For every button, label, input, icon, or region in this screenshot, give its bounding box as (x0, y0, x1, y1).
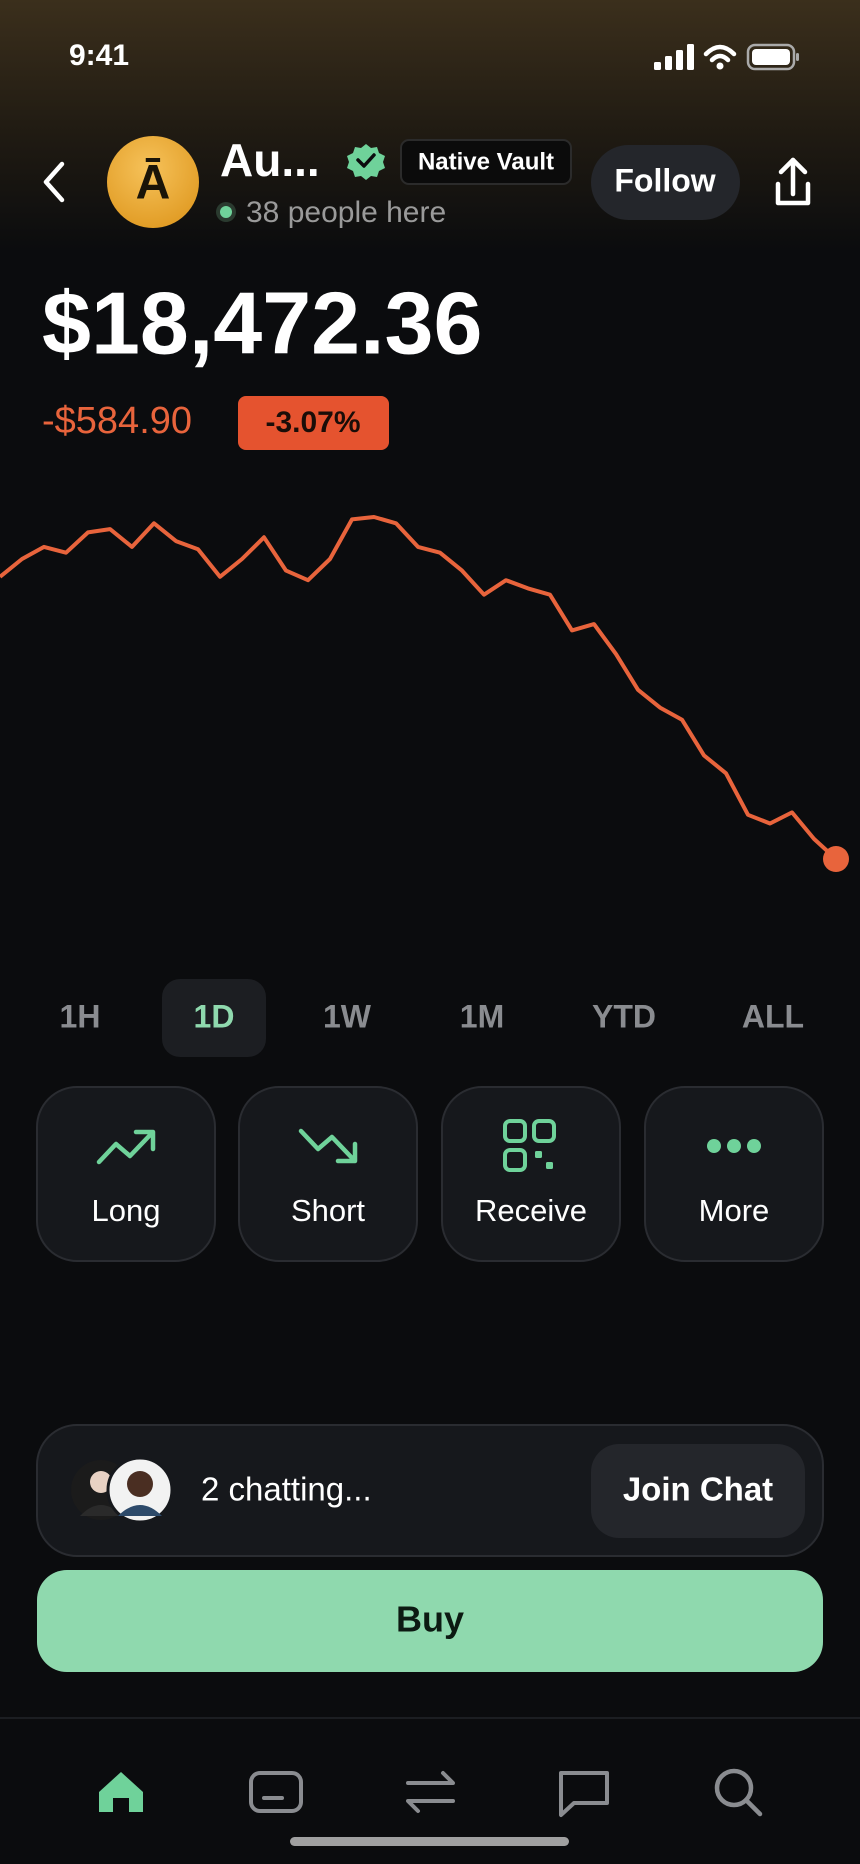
timeframe-option[interactable]: 1D (194, 998, 235, 1034)
back-button[interactable] (43, 161, 65, 203)
presence-text: 38 people here (246, 196, 446, 229)
more-icon-dot (707, 1139, 721, 1153)
price-value: $18,472.36 (42, 273, 482, 372)
action-button-bg (644, 1086, 824, 1262)
long-icon (96, 1129, 156, 1165)
timeframe-selector: 1H 1D 1W 1M YTD ALL (60, 979, 804, 1057)
share-button[interactable] (775, 157, 811, 206)
action-buttons: Long Short Receive More (36, 1086, 824, 1262)
wifi-icon (703, 44, 737, 63)
price-chart (0, 515, 849, 872)
follow-label: Follow (614, 162, 715, 198)
action-button[interactable]: Receive (441, 1086, 621, 1262)
token-name: Au... (220, 134, 320, 186)
action-button[interactable]: Long (36, 1086, 216, 1262)
action-label: Short (291, 1193, 365, 1228)
home-indicator (290, 1837, 569, 1846)
signal-icon (654, 44, 694, 70)
wifi-dot (716, 62, 724, 70)
price-change: -$584.90 (42, 400, 192, 442)
action-button[interactable]: Short (238, 1086, 418, 1262)
action-button[interactable]: More (644, 1086, 824, 1262)
timeframe-option[interactable]: YTD (592, 998, 656, 1034)
receive-icon-square (532, 1119, 556, 1143)
buy-label: Buy (396, 1599, 464, 1640)
badge-text: Native Vault (418, 148, 554, 175)
price-line (0, 515, 838, 861)
timeframe-option[interactable]: 1W (323, 998, 372, 1034)
timeframe-option[interactable]: ALL (742, 998, 804, 1034)
tab-home[interactable] (99, 1772, 143, 1812)
timeframe-option[interactable]: 1H (60, 998, 101, 1034)
more-icon-dot (727, 1139, 741, 1153)
tab-chat[interactable] (559, 1771, 609, 1817)
last-price-dot (823, 846, 849, 872)
buy-button[interactable] (37, 1570, 823, 1672)
action-label: More (699, 1193, 770, 1228)
tab-cards[interactable] (249, 1771, 303, 1813)
token-avatar (107, 136, 199, 228)
battery-tip (796, 53, 799, 61)
change-percent: -3.07% (265, 406, 360, 439)
short-icon (298, 1128, 358, 1164)
follow-button[interactable] (591, 145, 740, 220)
verified-badge (347, 144, 385, 180)
join-chat-button[interactable] (591, 1444, 805, 1538)
action-label: Long (92, 1193, 161, 1228)
receive-icon-square (503, 1148, 527, 1172)
action-button-bg (441, 1086, 621, 1262)
chat-avatar-2 (106, 1456, 174, 1524)
change-pill (238, 396, 389, 450)
tab-swap[interactable] (406, 1771, 455, 1813)
join-chat-label: Join Chat (623, 1471, 773, 1508)
action-label: Receive (475, 1193, 587, 1228)
presence-dot (220, 206, 232, 218)
more-icon-dot (747, 1139, 761, 1153)
action-button-bg (238, 1086, 418, 1262)
receive-icon-dot (535, 1151, 542, 1158)
chat-status: 2 chatting... (201, 1471, 372, 1508)
status-time: 9:41 (69, 39, 129, 72)
badge-pill (400, 139, 572, 185)
battery-icon (746, 43, 796, 71)
avatar-letter: Ā (136, 157, 171, 210)
receive-icon-square (503, 1119, 527, 1143)
action-button-bg (36, 1086, 216, 1262)
timeframe-selected-bg (162, 979, 266, 1057)
battery-level (752, 49, 790, 65)
tab-search[interactable] (714, 1768, 763, 1817)
receive-icon-dot (546, 1162, 553, 1169)
timeframe-option[interactable]: 1M (460, 998, 504, 1034)
